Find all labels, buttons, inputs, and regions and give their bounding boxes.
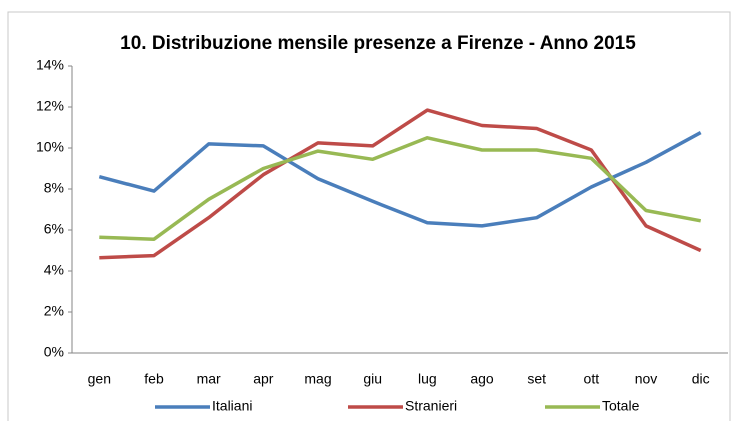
x-tick-label: feb [144, 371, 164, 387]
x-tick-label: mar [197, 371, 221, 387]
y-tick-label: 14% [36, 57, 64, 73]
x-tick-label: nov [635, 371, 658, 387]
y-tick-label: 2% [44, 303, 64, 319]
y-tick-label: 8% [44, 180, 64, 196]
x-tick-label: lug [418, 371, 437, 387]
x-tick-label: dic [692, 371, 710, 387]
chart-title: 10. Distribuzione mensile presenze a Fir… [120, 33, 636, 54]
y-tick-label: 12% [36, 98, 64, 114]
x-tick-label: gen [88, 371, 111, 387]
x-tick-label: apr [253, 371, 274, 387]
series-line [99, 136, 702, 241]
y-tick-label: 10% [36, 139, 64, 155]
y-tick-label: 0% [44, 344, 64, 360]
y-tick-label: 4% [44, 262, 64, 278]
series-line [99, 108, 702, 260]
x-tick-label: ott [584, 371, 600, 387]
x-tick-label: mag [304, 371, 331, 387]
x-tick-label: giu [363, 371, 382, 387]
legend-label: Totale [602, 398, 640, 414]
legend-label: Italiani [212, 398, 252, 414]
x-tick-label: ago [470, 371, 494, 387]
x-tick-label: set [527, 371, 546, 387]
chart-frame [7, 11, 731, 421]
y-tick-label: 6% [44, 221, 64, 237]
legend-label: Stranieri [405, 398, 457, 414]
series-line [98, 131, 702, 228]
